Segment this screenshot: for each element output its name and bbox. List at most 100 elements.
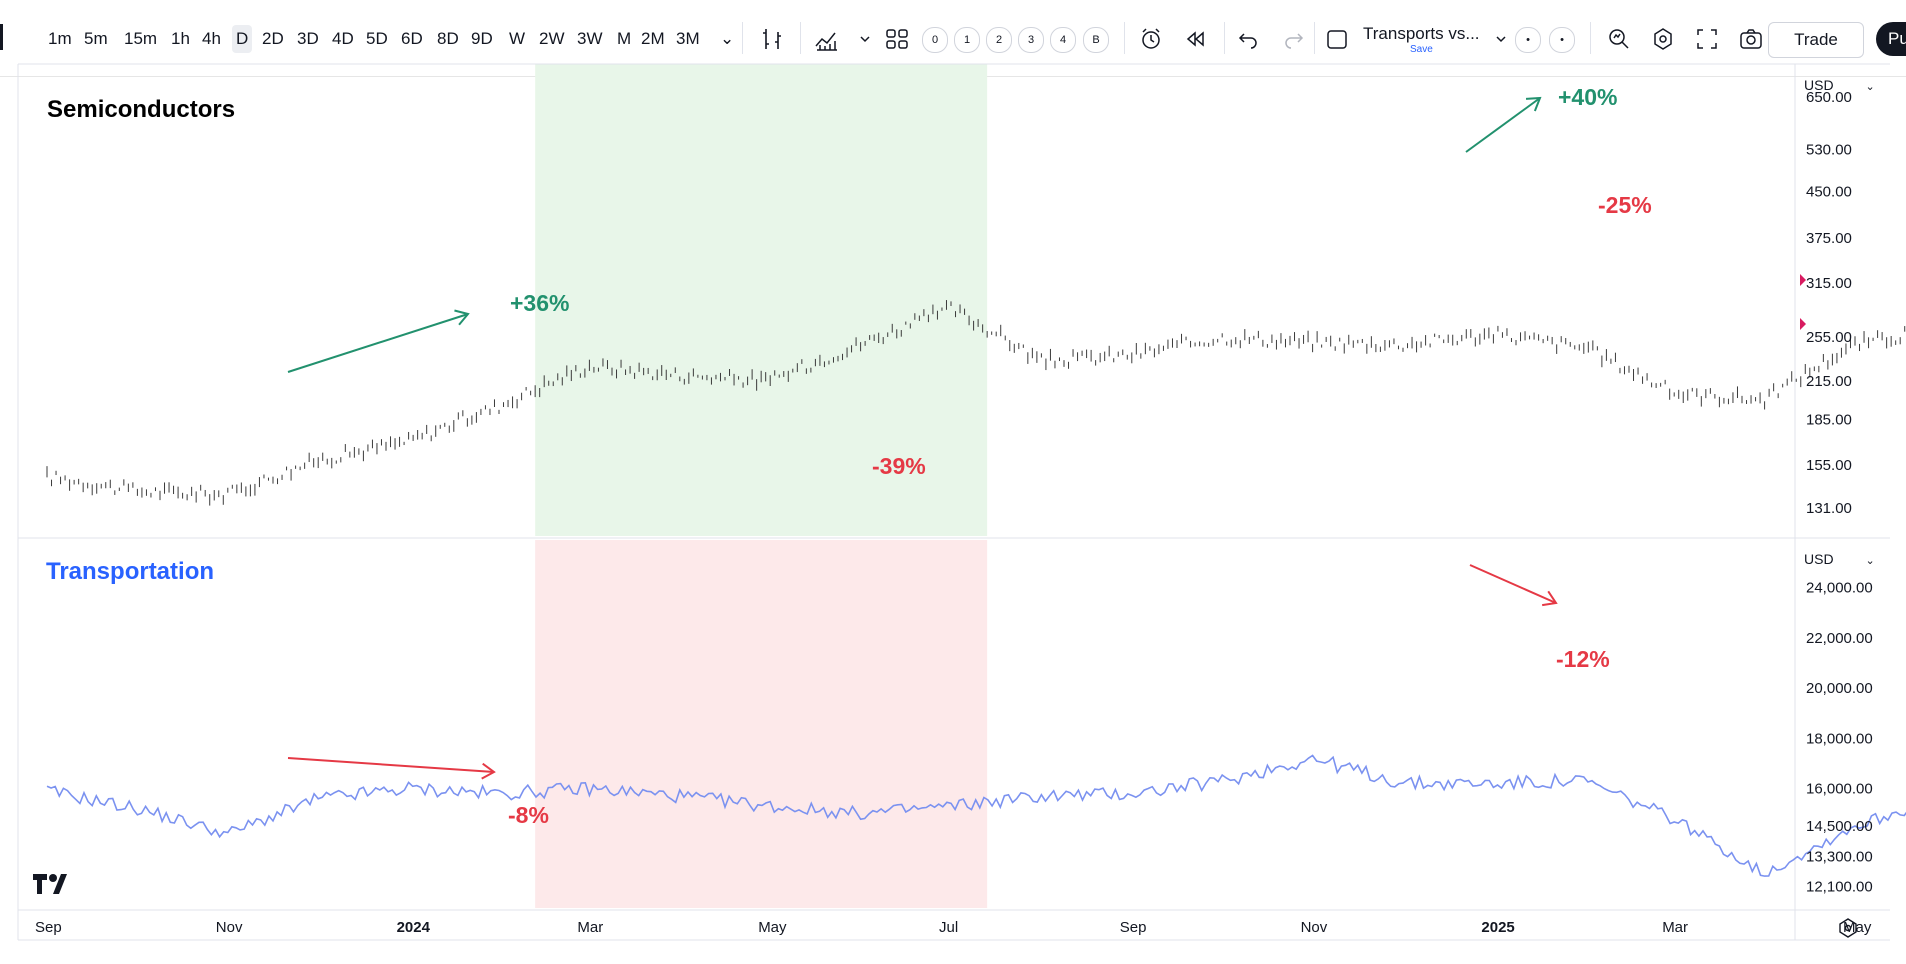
trans-drop-label-2: -12%	[1556, 646, 1610, 672]
top-price-tick: 185.00	[1806, 411, 1852, 428]
bar-style-icon[interactable]	[758, 24, 788, 54]
toolbar-divider	[742, 22, 743, 54]
semiconductors-pane-title: Semiconductors	[47, 96, 236, 123]
undo-icon[interactable]	[1234, 24, 1264, 54]
timeframe-3w[interactable]: 3W	[577, 29, 603, 48]
fullscreen-icon[interactable]	[1692, 24, 1722, 54]
dot-chip[interactable]: •	[1549, 27, 1575, 53]
top-currency-selector[interactable]: USD ⌄	[1804, 77, 1875, 93]
trans-drop-label-1: -8%	[508, 802, 549, 828]
timeframe-6d[interactable]: 6D	[401, 29, 423, 48]
timeframe-4h[interactable]: 4h	[202, 29, 221, 48]
redo-icon[interactable]	[1278, 24, 1308, 54]
layout-number-2[interactable]: 2	[986, 27, 1012, 53]
top-price-tick: 530.00	[1806, 141, 1852, 158]
replay-icon[interactable]	[1180, 24, 1210, 54]
trans-down-arrow-2[interactable]	[1469, 564, 1558, 607]
layout-number-1[interactable]: 1	[954, 27, 980, 53]
quick-search-icon[interactable]	[1604, 24, 1634, 54]
currency-label: USD	[1804, 77, 1834, 93]
timeframe-15m[interactable]: 15m	[124, 29, 158, 48]
semi-up-arrow-1[interactable]	[287, 309, 470, 373]
indicators-icon[interactable]	[812, 24, 842, 54]
timeframe-m[interactable]: M	[617, 29, 632, 48]
semi-up-arrow-2[interactable]	[1465, 96, 1542, 153]
trans-down-arrow-1[interactable]	[287, 757, 496, 780]
time-axis-tick: Sep	[35, 919, 62, 936]
time-axis-tick: May	[758, 919, 787, 936]
bottom-price-tick: 16,000.00	[1806, 781, 1873, 798]
semiconductors-series	[46, 300, 1906, 506]
layout-number-4[interactable]: 4	[1050, 27, 1076, 53]
top-price-tick: 155.00	[1806, 457, 1852, 474]
alert-clock-icon[interactable]	[1136, 24, 1166, 54]
timeframe-2d[interactable]: 2D	[262, 29, 284, 48]
timeframe-5d[interactable]: 5D	[366, 29, 388, 48]
semi-gain-label-2: +40%	[1558, 84, 1617, 110]
layout-checkbox-icon[interactable]	[1322, 24, 1352, 54]
timeframe-1m[interactable]: 1m	[48, 29, 72, 48]
top-price-tick: 131.00	[1806, 500, 1852, 517]
axis-settings-icon[interactable]	[1839, 918, 1857, 938]
timeframe-1h[interactable]: 1h	[171, 29, 190, 48]
camera-icon[interactable]	[1736, 24, 1766, 54]
toolbar-divider	[1224, 22, 1225, 54]
time-axis-tick: Mar	[1662, 919, 1688, 936]
transportation-pane-title: Transportation	[46, 558, 215, 585]
time-axis-tick: Mar	[577, 919, 603, 936]
bottom-price-tick: 20,000.00	[1806, 680, 1873, 697]
layout-number-3[interactable]: 3	[1018, 27, 1044, 53]
publish-button[interactable]: Pu	[1876, 22, 1906, 56]
top-price-tick: 315.00	[1806, 275, 1852, 292]
bottom-price-tick: 14,500.00	[1806, 818, 1873, 835]
semi-drop-label-1: -39%	[872, 453, 926, 479]
timeframe-2m[interactable]: 2M	[641, 29, 665, 48]
time-axis-tick: Nov	[1301, 919, 1328, 936]
timeframe-9d[interactable]: 9D	[471, 29, 493, 48]
top-price-tick: 650.00	[1806, 89, 1852, 106]
semi-gain-label-1: +36%	[510, 290, 569, 316]
timeframe-2w[interactable]: 2W	[539, 29, 565, 48]
dot-chip[interactable]: •	[1515, 27, 1541, 53]
toolbar-divider	[1124, 22, 1125, 54]
toolbar-divider	[800, 22, 801, 54]
settings-icon[interactable]	[1648, 24, 1678, 54]
timeframe-3m[interactable]: 3M	[676, 29, 700, 48]
bottom-price-tick: 24,000.00	[1806, 580, 1873, 597]
semi-drop-label-2: -25%	[1598, 192, 1652, 218]
time-axis-tick: Sep	[1120, 919, 1147, 936]
layout-number-b[interactable]: B	[1083, 27, 1109, 53]
chevron-down-icon: ⌄	[1865, 555, 1875, 567]
chevron-down-icon[interactable]	[1486, 24, 1516, 54]
layout-save-link[interactable]: Save	[1410, 44, 1433, 55]
time-axis-tick: 2024	[397, 919, 431, 936]
toolbar-divider	[1314, 22, 1315, 54]
trade-button[interactable]: Trade	[1768, 22, 1864, 58]
layout-number-0[interactable]: 0	[922, 27, 948, 53]
toolbar-left-edge	[0, 24, 3, 50]
tradingview-logo-icon	[33, 874, 71, 899]
time-axis-tick: Jul	[939, 919, 958, 936]
timeframe-8d[interactable]: 8D	[437, 29, 459, 48]
top-price-tick: 215.00	[1806, 373, 1852, 390]
timeframe-4d[interactable]: 4D	[332, 29, 354, 48]
chevron-down-icon: ⌄	[1865, 81, 1875, 93]
bottom-currency-selector[interactable]: USD ⌄	[1804, 551, 1875, 567]
timeframe-chevron-icon[interactable]: ⌄	[720, 29, 735, 48]
price-marker-icon	[1800, 318, 1806, 330]
top-price-tick: 450.00	[1806, 183, 1852, 200]
transportation-series	[46, 754, 1906, 877]
timeframe-5m[interactable]: 5m	[84, 29, 108, 48]
toolbar-divider	[1590, 22, 1591, 54]
time-axis-tick: May	[1843, 919, 1872, 936]
layout-name[interactable]: Transports vs...	[1363, 24, 1480, 43]
layout-grid-icon[interactable]	[882, 24, 912, 54]
timeframe-3d[interactable]: 3D	[297, 29, 319, 48]
timeframe-w[interactable]: W	[509, 29, 526, 48]
price-line	[46, 754, 1906, 877]
bottom-price-tick: 18,000.00	[1806, 730, 1873, 747]
chevron-down-icon[interactable]	[850, 24, 880, 54]
timeframe-d[interactable]: D	[232, 25, 253, 53]
price-marker-icon	[1800, 274, 1806, 286]
